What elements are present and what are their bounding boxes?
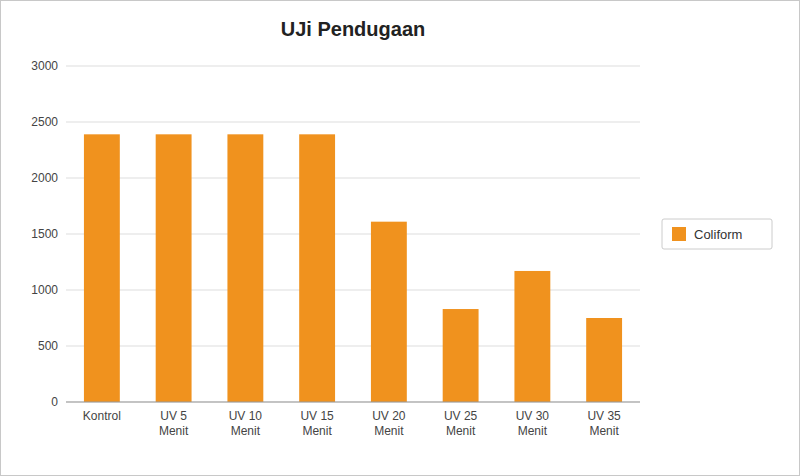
bar bbox=[227, 134, 263, 402]
bar bbox=[84, 134, 120, 402]
chart-container: UJi Pendugaan 0 500 1000 1500 2000 2500 3000 Kon… bbox=[0, 0, 800, 476]
x-tick-label: UV 25Menit bbox=[444, 409, 478, 438]
x-tick-label: UV 20Menit bbox=[372, 409, 406, 438]
x-tick-label-line: UV 10 bbox=[229, 409, 263, 423]
x-tick-label: Kontrol bbox=[83, 409, 121, 423]
y-tick-label: 2000 bbox=[31, 171, 58, 185]
chart-title: UJi Pendugaan bbox=[281, 18, 425, 40]
bar bbox=[586, 318, 622, 402]
bars bbox=[84, 134, 622, 402]
y-tick-label: 0 bbox=[51, 395, 58, 409]
grid-line bbox=[66, 290, 640, 291]
x-tick-label: UV 30Menit bbox=[516, 409, 550, 438]
grid-line bbox=[66, 402, 640, 403]
x-tick-label-line: UV 5 bbox=[160, 409, 187, 423]
grid-line bbox=[66, 66, 640, 67]
x-tick-label: UV 10Menit bbox=[229, 409, 263, 438]
y-tick-label: 3000 bbox=[31, 59, 58, 73]
x-tick-label-line: Menit bbox=[374, 424, 404, 438]
bar bbox=[371, 222, 407, 402]
x-tick-label: UV 15Menit bbox=[300, 409, 334, 438]
x-tick-label: UV 35Menit bbox=[587, 409, 621, 438]
legend-swatch bbox=[672, 227, 686, 241]
x-tick-label-line: Menit bbox=[159, 424, 189, 438]
y-grid bbox=[66, 66, 640, 402]
grid-line bbox=[66, 234, 640, 235]
chart-border bbox=[1, 1, 800, 476]
x-tick-label-line: Menit bbox=[589, 424, 619, 438]
bar bbox=[443, 309, 479, 402]
y-tick-label: 1500 bbox=[31, 227, 58, 241]
x-tick-label-line: Kontrol bbox=[83, 409, 121, 423]
y-tick-label: 500 bbox=[38, 339, 58, 353]
legend-box bbox=[662, 219, 772, 249]
x-tick-label-line: Menit bbox=[302, 424, 332, 438]
x-tick-label-line: UV 25 bbox=[444, 409, 478, 423]
x-tick-label: UV 5Menit bbox=[159, 409, 189, 438]
x-tick-label-line: UV 35 bbox=[587, 409, 621, 423]
x-axis-line bbox=[66, 402, 640, 403]
grid-line bbox=[66, 122, 640, 123]
x-tick-label-line: UV 30 bbox=[516, 409, 550, 423]
legend-label: Coliform bbox=[694, 227, 742, 242]
bar bbox=[299, 134, 335, 402]
y-tick-label: 2500 bbox=[31, 115, 58, 129]
bar bbox=[514, 271, 550, 402]
bar bbox=[156, 134, 192, 402]
x-tick-label-line: UV 20 bbox=[372, 409, 406, 423]
grid-line bbox=[66, 346, 640, 347]
x-tick-label-line: Menit bbox=[446, 424, 476, 438]
legend: Coliform bbox=[662, 219, 772, 249]
x-tick-label-line: Menit bbox=[518, 424, 548, 438]
chart-svg: UJi Pendugaan 0 500 1000 1500 2000 2500 3000 Kon… bbox=[0, 0, 800, 476]
y-tick-label: 1000 bbox=[31, 283, 58, 297]
grid-line bbox=[66, 178, 640, 179]
x-tick-label-line: Menit bbox=[231, 424, 261, 438]
x-tick-label-line: UV 15 bbox=[300, 409, 334, 423]
